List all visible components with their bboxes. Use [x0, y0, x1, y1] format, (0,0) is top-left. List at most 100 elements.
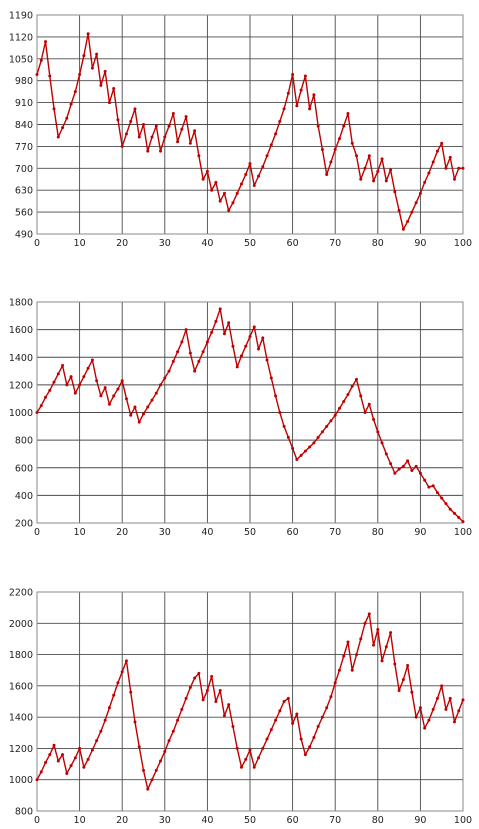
data-point	[444, 166, 448, 170]
data-point	[82, 375, 86, 379]
y-tick-label: 200	[15, 519, 33, 530]
data-point	[278, 709, 282, 713]
data-point	[112, 394, 116, 398]
data-point	[461, 520, 465, 524]
data-point	[452, 511, 456, 515]
data-point	[154, 391, 158, 395]
data-point	[69, 375, 73, 379]
data-point	[65, 771, 69, 775]
plot-frame	[36, 14, 464, 235]
data-point	[159, 759, 163, 763]
data-point	[265, 358, 269, 362]
data-point	[137, 745, 141, 749]
data-point	[431, 707, 435, 711]
data-point	[406, 219, 410, 223]
x-tick-label: 10	[74, 238, 86, 249]
data-point	[359, 394, 363, 398]
data-point	[393, 662, 397, 666]
data-point	[372, 417, 376, 421]
data-point	[295, 104, 299, 108]
x-tick-label: 0	[34, 815, 40, 826]
data-point	[320, 430, 324, 434]
y-tick-label: 600	[15, 463, 33, 474]
data-point	[418, 706, 422, 710]
data-point	[423, 478, 427, 482]
data-point	[231, 344, 235, 348]
data-point	[457, 166, 461, 170]
data-point	[274, 718, 278, 722]
x-tick-label: 80	[372, 527, 384, 538]
data-point	[235, 365, 239, 369]
data-point	[376, 430, 380, 434]
data-point	[380, 441, 384, 445]
data-point	[52, 743, 56, 747]
data-point	[171, 359, 175, 363]
data-point	[401, 678, 405, 682]
data-point	[222, 191, 226, 195]
data-point	[214, 700, 218, 703]
data-point	[222, 714, 226, 718]
data-point	[180, 707, 184, 711]
data-point	[239, 182, 243, 186]
y-tick-label: 1120	[9, 32, 33, 43]
x-tick-label: 20	[116, 815, 128, 826]
x-tick-label: 50	[244, 238, 256, 249]
data-point	[337, 137, 341, 141]
data-point	[299, 453, 303, 457]
data-point	[95, 739, 99, 743]
data-point	[239, 765, 243, 769]
data-point	[359, 177, 363, 181]
data-point	[376, 628, 380, 632]
data-point	[448, 507, 452, 511]
chart-panel-2: 0 10 20 30 40 50 60 70 80 90 100 200 400 600 800 1000 12…	[9, 298, 472, 539]
data-point	[457, 515, 461, 519]
data-point	[137, 420, 141, 424]
data-point	[346, 640, 350, 644]
data-point	[244, 757, 248, 761]
data-point	[367, 402, 371, 406]
x-tick-label: 70	[329, 815, 341, 826]
data-point	[303, 74, 307, 78]
data-point	[452, 177, 456, 181]
data-point	[320, 148, 324, 152]
x-tick-label: 100	[454, 527, 472, 538]
data-point	[193, 676, 197, 680]
x-tick-label: 20	[116, 238, 128, 249]
data-point	[461, 166, 465, 170]
data-point	[184, 115, 188, 119]
x-tick-label: 80	[372, 815, 384, 826]
data-point	[231, 201, 235, 205]
data-point	[282, 424, 286, 428]
y-tick-label: 2000	[9, 619, 33, 630]
data-point	[171, 729, 175, 733]
data-point	[205, 340, 209, 344]
y-tick-label: 800	[15, 807, 33, 818]
x-tick-label: 90	[414, 815, 426, 826]
data-point	[231, 725, 235, 729]
data-point	[372, 179, 376, 183]
data-point	[291, 446, 295, 450]
data-point	[435, 696, 439, 700]
data-point	[146, 149, 150, 153]
data-point	[308, 107, 312, 111]
data-point	[150, 135, 154, 139]
data-point	[397, 689, 401, 693]
y-tick-label: 770	[15, 142, 33, 153]
data-point	[384, 452, 388, 456]
data-point	[116, 118, 120, 122]
data-point	[261, 165, 265, 169]
data-point	[205, 689, 209, 693]
data-point	[222, 332, 226, 336]
data-point	[133, 107, 137, 111]
data-point	[133, 720, 137, 724]
data-point	[333, 681, 337, 685]
data-point	[180, 340, 184, 344]
data-point	[380, 659, 384, 663]
data-point	[73, 756, 77, 760]
x-tick-label: 80	[372, 238, 384, 249]
data-point	[210, 674, 214, 678]
x-tick-label: 30	[159, 238, 171, 249]
data-point	[137, 135, 141, 139]
data-point	[389, 462, 393, 466]
x-tick-label: 100	[454, 238, 472, 249]
